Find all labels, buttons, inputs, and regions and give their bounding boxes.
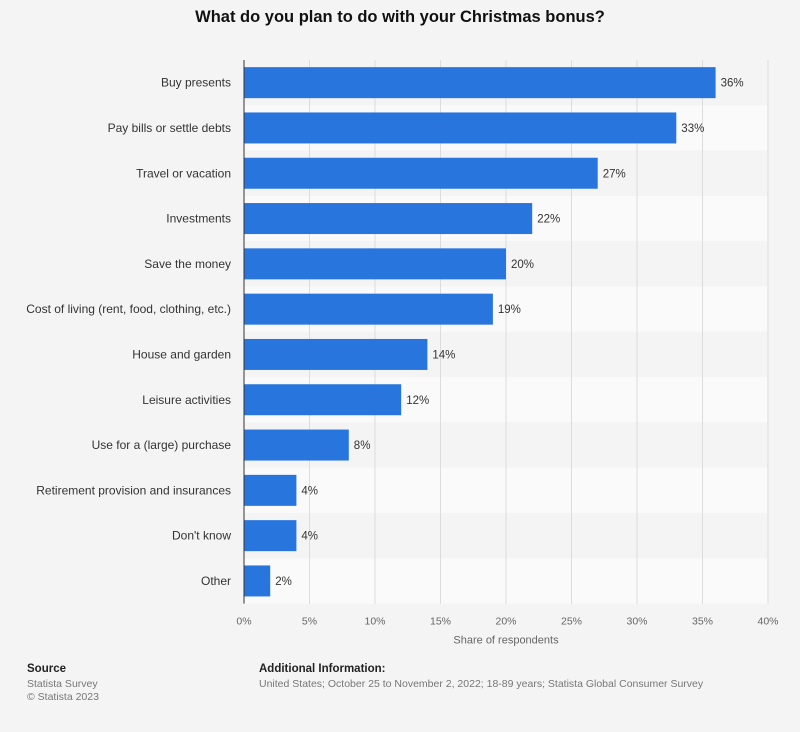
source-name: Statista Survey — [27, 678, 98, 690]
category-label: Travel or vacation — [136, 166, 231, 180]
x-axis-title: Share of respondents — [453, 635, 559, 647]
category-label: Leisure activities — [142, 393, 231, 407]
bar[interactable] — [244, 203, 533, 235]
bar[interactable] — [244, 474, 297, 506]
value-label: 8% — [354, 440, 371, 452]
value-label: 36% — [721, 78, 744, 90]
bar[interactable] — [244, 112, 677, 144]
bar[interactable] — [244, 248, 506, 280]
value-label: 12% — [406, 395, 429, 407]
value-label: 4% — [301, 485, 318, 497]
value-label: 14% — [432, 349, 455, 361]
category-label: Pay bills or settle debts — [108, 121, 231, 135]
category-label: Investments — [166, 212, 231, 226]
category-label: Use for a (large) purchase — [92, 438, 232, 452]
x-tick-label: 40% — [757, 616, 778, 628]
bar[interactable] — [244, 293, 493, 325]
x-tick-label: 0% — [236, 616, 251, 628]
bar[interactable] — [244, 565, 271, 597]
category-label: Cost of living (rent, food, clothing, et… — [26, 302, 231, 316]
bar[interactable] — [244, 157, 598, 189]
chart-title: What do you plan to do with your Christm… — [195, 8, 605, 26]
bar[interactable] — [244, 67, 716, 99]
category-labels: Buy presents Pay bills or settle debts Tra… — [26, 76, 231, 588]
source-title: Source — [27, 663, 66, 675]
gridlines — [309, 60, 769, 604]
category-label: Retirement provision and insurances — [36, 483, 231, 497]
value-label: 20% — [511, 259, 534, 271]
value-label: 22% — [537, 214, 560, 226]
additional-info-text: United States; October 25 to November 2,… — [259, 678, 704, 690]
value-label: 27% — [603, 168, 626, 180]
bar[interactable] — [244, 338, 428, 370]
x-axis: 0% 5% 10% 15% 20% 25% 30% 35% 40% Share of respon… — [236, 60, 779, 647]
value-label: 33% — [681, 123, 704, 135]
x-tick-label: 5% — [302, 616, 317, 628]
x-tick-label: 35% — [692, 616, 713, 628]
bar-chart: Buy presents Pay bills or settle debts Tra… — [26, 60, 779, 647]
additional-info-title: Additional Information: — [259, 663, 386, 675]
x-tick-label: 25% — [561, 616, 582, 628]
x-tick-label: 30% — [626, 616, 647, 628]
bar[interactable] — [244, 384, 402, 416]
source-copyright: © Statista 2023 — [27, 691, 99, 703]
x-tick-label: 10% — [364, 616, 385, 628]
value-label: 2% — [275, 576, 292, 588]
x-tick-label: 15% — [430, 616, 451, 628]
value-label: 19% — [498, 304, 521, 316]
category-label: Buy presents — [161, 76, 231, 90]
category-label: House and garden — [132, 347, 231, 361]
bar[interactable] — [244, 429, 349, 461]
value-label: 4% — [301, 531, 318, 543]
x-tick-label: 20% — [495, 616, 516, 628]
value-labels: 36% 33% 27% 22% 20% 19% 14% 12% 8% 4% 4% 2% — [275, 78, 743, 588]
bar[interactable] — [244, 520, 297, 552]
category-label: Save the money — [144, 257, 231, 271]
category-label: Don't know — [172, 529, 231, 543]
bars — [244, 67, 716, 597]
category-label: Other — [201, 574, 231, 588]
